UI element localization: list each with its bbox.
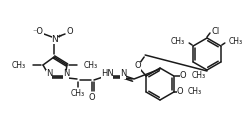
Text: CH₃: CH₃ (171, 37, 185, 46)
Text: O: O (67, 27, 73, 37)
Text: Cl: Cl (211, 27, 219, 36)
Text: O: O (135, 62, 141, 70)
Text: N: N (52, 34, 58, 44)
Text: O: O (180, 72, 186, 81)
Text: N: N (120, 70, 126, 79)
Text: HN: HN (101, 70, 113, 79)
Text: N: N (63, 70, 69, 79)
Text: CH₃: CH₃ (188, 88, 202, 96)
Text: CH₃: CH₃ (192, 72, 206, 81)
Text: CH₃: CH₃ (229, 37, 243, 46)
Text: CH₃: CH₃ (12, 60, 26, 70)
Text: ⁻O: ⁻O (32, 27, 43, 36)
Text: CH₃: CH₃ (71, 88, 85, 98)
Text: CH₃: CH₃ (84, 60, 98, 70)
Text: O: O (177, 88, 184, 96)
Text: O: O (89, 93, 95, 102)
Text: +: + (56, 34, 62, 39)
Text: N: N (46, 70, 52, 79)
